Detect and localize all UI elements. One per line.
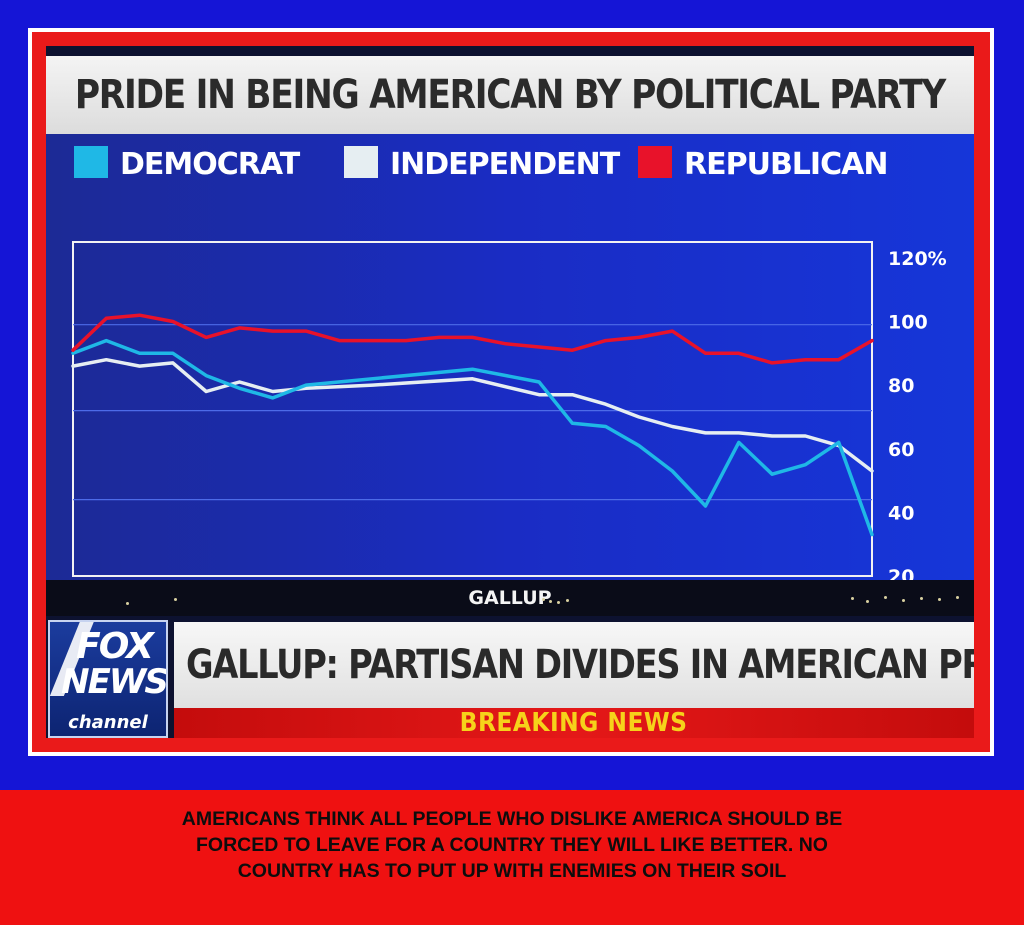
lower-third: FOX NEWS channel GALLUP: PARTISAN DIVIDE… (46, 618, 974, 738)
city-light (542, 598, 545, 601)
caption-line: COUNTRY HAS TO PUT UP WITH ENEMIES ON TH… (237, 860, 787, 882)
city-light (866, 600, 869, 603)
legend-swatch (638, 146, 672, 178)
city-light (566, 599, 569, 602)
y-tick-label: 120% (888, 248, 947, 270)
y-tick-label: 20 (888, 566, 914, 580)
source-label: GALLUP (468, 587, 552, 609)
city-light (902, 599, 905, 602)
chart-area: DEMOCRAT INDEPENDENT REPUBLICAN 20 40 60 80 100… (46, 134, 974, 580)
city-light (884, 596, 887, 599)
breaking-news-label: BREAKING NEWS (460, 708, 688, 738)
city-light (549, 600, 552, 603)
red-caption-panel (0, 790, 1024, 925)
headline-box: GALLUP: PARTISAN DIVIDES IN AMERICAN PRI… (174, 622, 974, 708)
chart-title: PRIDE IN BEING AMERICAN BY POLITICAL PAR… (74, 72, 946, 118)
city-light (956, 596, 959, 599)
fox-news-logo: FOX NEWS channel (48, 620, 168, 738)
series-line-democrat (71, 338, 874, 537)
logo-fox-text: FOX (76, 626, 154, 667)
breaking-news-banner: BREAKING NEWS (174, 708, 974, 738)
caption-line: AMERICANS THINK ALL PEOPLE WHO DISLIKE A… (181, 808, 843, 830)
legend-label: INDEPENDENT (390, 147, 621, 182)
source-bar: GALLUP (46, 580, 974, 616)
logo-news-text: NEWS (61, 662, 167, 702)
legend-swatch (74, 146, 108, 178)
headline: GALLUP: PARTISAN DIVIDES IN AMERICAN PRI… (186, 642, 974, 688)
city-light (126, 602, 129, 605)
legend-label: DEMOCRAT (120, 147, 301, 182)
legend-swatch (344, 146, 378, 178)
series-line-republican (71, 313, 874, 365)
y-tick-label: 60 (888, 439, 914, 461)
city-light (557, 601, 560, 604)
caption-line: FORCED TO LEAVE FOR A COUNTRY THEY WILL … (196, 834, 828, 856)
y-tick-label: 100 (888, 312, 928, 334)
legend-label: REPUBLICAN (684, 147, 887, 182)
chart-title-bar: PRIDE IN BEING AMERICAN BY POLITICAL PAR… (46, 56, 974, 134)
city-light (938, 598, 941, 601)
city-light (920, 597, 923, 600)
city-light (174, 598, 177, 601)
caption: AMERICANS THINK ALL PEOPLE WHO DISLIKE A… (60, 806, 964, 884)
y-tick-label: 40 (888, 502, 914, 524)
line-chart: DEMOCRAT INDEPENDENT REPUBLICAN 20 40 60 80 100… (71, 146, 947, 580)
tv-screen: PRIDE IN BEING AMERICAN BY POLITICAL PAR… (46, 46, 974, 738)
logo-channel-text: channel (68, 712, 148, 733)
series-line-independent (71, 357, 874, 473)
plot-frame (72, 241, 873, 577)
y-tick-label: 80 (888, 375, 914, 397)
city-light (851, 597, 854, 600)
